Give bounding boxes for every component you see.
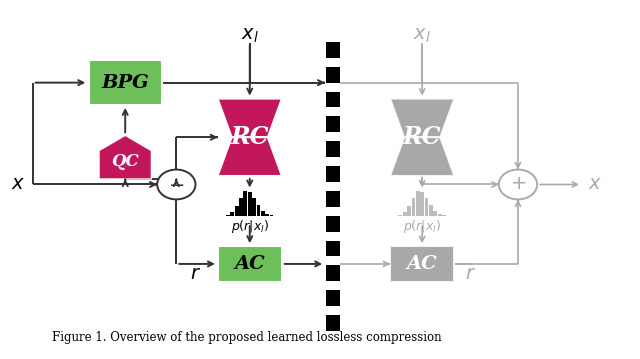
Text: AC: AC bbox=[234, 255, 265, 273]
Bar bbox=[226, 215, 230, 216]
Circle shape bbox=[157, 169, 195, 199]
FancyBboxPatch shape bbox=[390, 246, 454, 282]
Bar bbox=[442, 215, 446, 216]
Circle shape bbox=[499, 169, 537, 199]
Text: $r$: $r$ bbox=[190, 265, 201, 283]
Bar bbox=[235, 206, 239, 216]
Bar bbox=[326, 290, 340, 306]
Bar bbox=[326, 92, 340, 107]
Polygon shape bbox=[99, 135, 152, 179]
Bar bbox=[326, 42, 340, 58]
Bar bbox=[438, 214, 442, 216]
Text: RC: RC bbox=[230, 125, 269, 149]
Text: $r$: $r$ bbox=[465, 265, 476, 283]
Bar bbox=[326, 166, 340, 182]
Bar bbox=[399, 215, 403, 216]
Bar bbox=[412, 199, 415, 216]
Bar bbox=[257, 205, 260, 216]
FancyBboxPatch shape bbox=[88, 60, 162, 105]
Text: $p(r|x_l)$: $p(r|x_l)$ bbox=[403, 218, 441, 235]
Text: RC: RC bbox=[403, 125, 442, 149]
Text: $+$: $+$ bbox=[510, 176, 526, 194]
Bar bbox=[243, 191, 247, 216]
Bar bbox=[265, 214, 269, 216]
Bar bbox=[407, 206, 411, 216]
Text: $x$: $x$ bbox=[12, 176, 26, 194]
Bar bbox=[429, 205, 433, 216]
Bar bbox=[269, 215, 273, 216]
Polygon shape bbox=[390, 99, 454, 137]
Bar bbox=[433, 211, 437, 216]
Bar bbox=[326, 116, 340, 132]
Polygon shape bbox=[218, 137, 282, 176]
Polygon shape bbox=[218, 99, 282, 137]
Bar bbox=[326, 67, 340, 83]
Bar bbox=[326, 265, 340, 281]
Bar bbox=[326, 241, 340, 256]
Bar bbox=[424, 198, 429, 216]
Text: Figure 1. Overview of the proposed learned lossless compression: Figure 1. Overview of the proposed learn… bbox=[52, 331, 442, 344]
Text: $x_l$: $x_l$ bbox=[413, 26, 431, 45]
Bar bbox=[230, 212, 234, 216]
Text: $x$: $x$ bbox=[588, 176, 602, 194]
Bar bbox=[326, 141, 340, 157]
Bar bbox=[420, 192, 424, 216]
Bar bbox=[326, 315, 340, 331]
FancyBboxPatch shape bbox=[218, 246, 282, 282]
Bar bbox=[416, 191, 420, 216]
Bar bbox=[252, 198, 256, 216]
Text: $x_l$: $x_l$ bbox=[241, 26, 259, 45]
Bar bbox=[248, 192, 252, 216]
Bar bbox=[326, 191, 340, 207]
Text: $p(r|x_l)$: $p(r|x_l)$ bbox=[230, 218, 269, 235]
Bar bbox=[261, 211, 265, 216]
Polygon shape bbox=[390, 137, 454, 176]
Bar bbox=[239, 199, 243, 216]
Bar bbox=[403, 212, 407, 216]
Text: $-$: $-$ bbox=[168, 176, 184, 194]
Text: BPG: BPG bbox=[101, 74, 149, 92]
Bar bbox=[326, 216, 340, 232]
Text: AC: AC bbox=[407, 255, 438, 273]
Text: QC: QC bbox=[111, 153, 139, 170]
